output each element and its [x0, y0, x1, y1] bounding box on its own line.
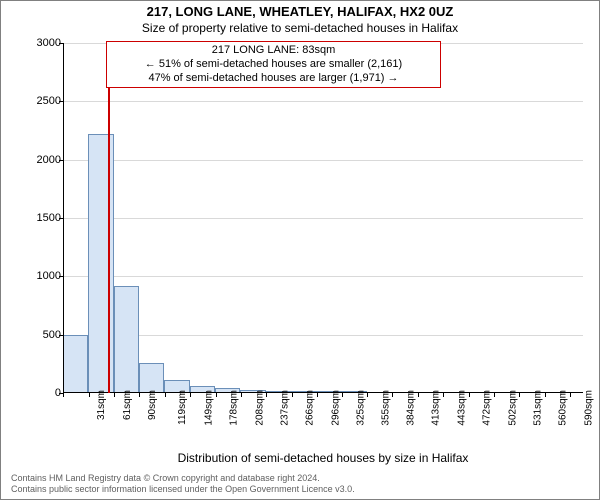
x-tick-label: 296sqm [330, 390, 341, 426]
y-tick-label: 2000 [29, 154, 61, 166]
x-tick-label: 355sqm [381, 390, 392, 426]
x-tick-mark [89, 393, 90, 397]
y-tick-label: 0 [29, 387, 61, 399]
footer-attribution: Contains HM Land Registry data © Crown c… [11, 473, 355, 495]
chart-subtitle: Size of property relative to semi-detach… [1, 21, 599, 35]
x-tick-mark [367, 393, 368, 397]
x-tick-mark [494, 393, 495, 397]
histogram-bar [88, 134, 113, 393]
x-tick-mark [519, 393, 520, 397]
annotation-box: 217 LONG LANE: 83sqm ← 51% of semi-detac… [106, 41, 441, 88]
x-tick-mark [266, 393, 267, 397]
gridline [63, 101, 583, 102]
y-tick-label: 3000 [29, 37, 61, 49]
histogram-bar [114, 286, 139, 393]
chart-title: 217, LONG LANE, WHEATLEY, HALIFAX, HX2 0… [1, 4, 599, 19]
x-axis-label: Distribution of semi-detached houses by … [63, 451, 583, 465]
x-tick-label: 443sqm [457, 390, 468, 426]
x-tick-label: 472sqm [482, 390, 493, 426]
gridline [63, 335, 583, 336]
x-tick-mark [342, 393, 343, 397]
x-tick-label: 90sqm [147, 390, 158, 420]
x-tick-label: 502sqm [508, 390, 519, 426]
x-tick-label: 208sqm [254, 390, 265, 426]
x-tick-mark [317, 393, 318, 397]
gridline [63, 276, 583, 277]
x-tick-mark [241, 393, 242, 397]
annotation-line-3: 47% of semi-detached houses are larger (… [111, 72, 436, 86]
x-tick-mark [63, 393, 64, 397]
y-tick-label: 1500 [29, 212, 61, 224]
x-tick-label: 178sqm [228, 390, 239, 426]
chart-container: 217, LONG LANE, WHEATLEY, HALIFAX, HX2 0… [0, 0, 600, 500]
x-tick-mark [292, 393, 293, 397]
histogram-bar [63, 335, 88, 393]
annotation-line-2: ← 51% of semi-detached houses are smalle… [111, 58, 436, 72]
footer-line-1: Contains HM Land Registry data © Crown c… [11, 473, 355, 484]
y-tick-label: 1000 [29, 270, 61, 282]
plot-area: 05001000150020002500300031sqm61sqm90sqm1… [63, 43, 583, 393]
x-tick-label: 384sqm [406, 390, 417, 426]
x-tick-label: 119sqm [177, 390, 188, 425]
y-tick-label: 2500 [29, 95, 61, 107]
y-axis [63, 43, 64, 393]
x-tick-mark [165, 393, 166, 397]
annotation-line-1: 217 LONG LANE: 83sqm [111, 44, 436, 58]
x-tick-label: 413sqm [431, 390, 442, 426]
gridline [63, 160, 583, 161]
x-tick-label: 560sqm [558, 390, 569, 426]
x-tick-mark [392, 393, 393, 397]
x-tick-mark [190, 393, 191, 397]
gridline [63, 218, 583, 219]
histogram-bar [139, 363, 164, 393]
x-axis [63, 392, 583, 393]
footer-line-2: Contains public sector information licen… [11, 484, 355, 495]
x-tick-mark [545, 393, 546, 397]
x-tick-label: 31sqm [96, 390, 107, 420]
x-tick-mark [216, 393, 217, 397]
x-tick-mark [443, 393, 444, 397]
x-tick-label: 531sqm [533, 390, 544, 426]
x-tick-mark [114, 393, 115, 397]
x-tick-mark [570, 393, 571, 397]
x-tick-label: 590sqm [584, 390, 595, 426]
x-tick-label: 149sqm [203, 390, 214, 426]
x-tick-mark [418, 393, 419, 397]
x-tick-label: 237sqm [279, 390, 290, 426]
x-tick-mark [139, 393, 140, 397]
x-tick-label: 325sqm [355, 390, 366, 426]
x-tick-mark [469, 393, 470, 397]
y-tick-label: 500 [29, 329, 61, 341]
property-marker-line [108, 43, 110, 393]
x-tick-label: 61sqm [122, 390, 133, 420]
x-tick-label: 266sqm [304, 390, 315, 426]
